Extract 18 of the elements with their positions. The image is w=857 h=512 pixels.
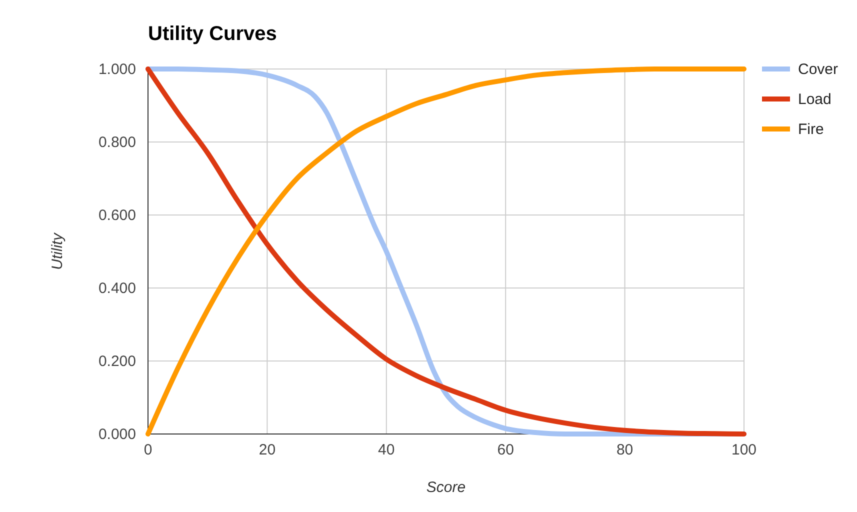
x-tick-label: 80 [616, 442, 634, 459]
y-tick-label: 1.000 [98, 60, 136, 78]
x-tick-label: 20 [258, 442, 276, 459]
y-axis-title: Utility [49, 232, 66, 270]
x-tick-label: 60 [497, 442, 514, 459]
y-tick-label: 0.000 [98, 426, 136, 443]
x-tick-label: 0 [144, 442, 152, 459]
y-tick-label: 0.400 [98, 280, 136, 297]
legend-label: Fire [798, 121, 824, 138]
x-tick-label: 100 [731, 442, 757, 459]
x-axis-title: Score [426, 479, 466, 496]
y-tick-label: 0.600 [98, 206, 136, 224]
legend-label: Cover [798, 61, 838, 78]
y-tick-label: 0.200 [98, 352, 136, 370]
legend-label: Load [798, 91, 832, 108]
y-tick-label: 0.800 [98, 134, 136, 151]
chart-title: Utility Curves [148, 23, 277, 45]
x-tick-label: 40 [378, 442, 395, 459]
